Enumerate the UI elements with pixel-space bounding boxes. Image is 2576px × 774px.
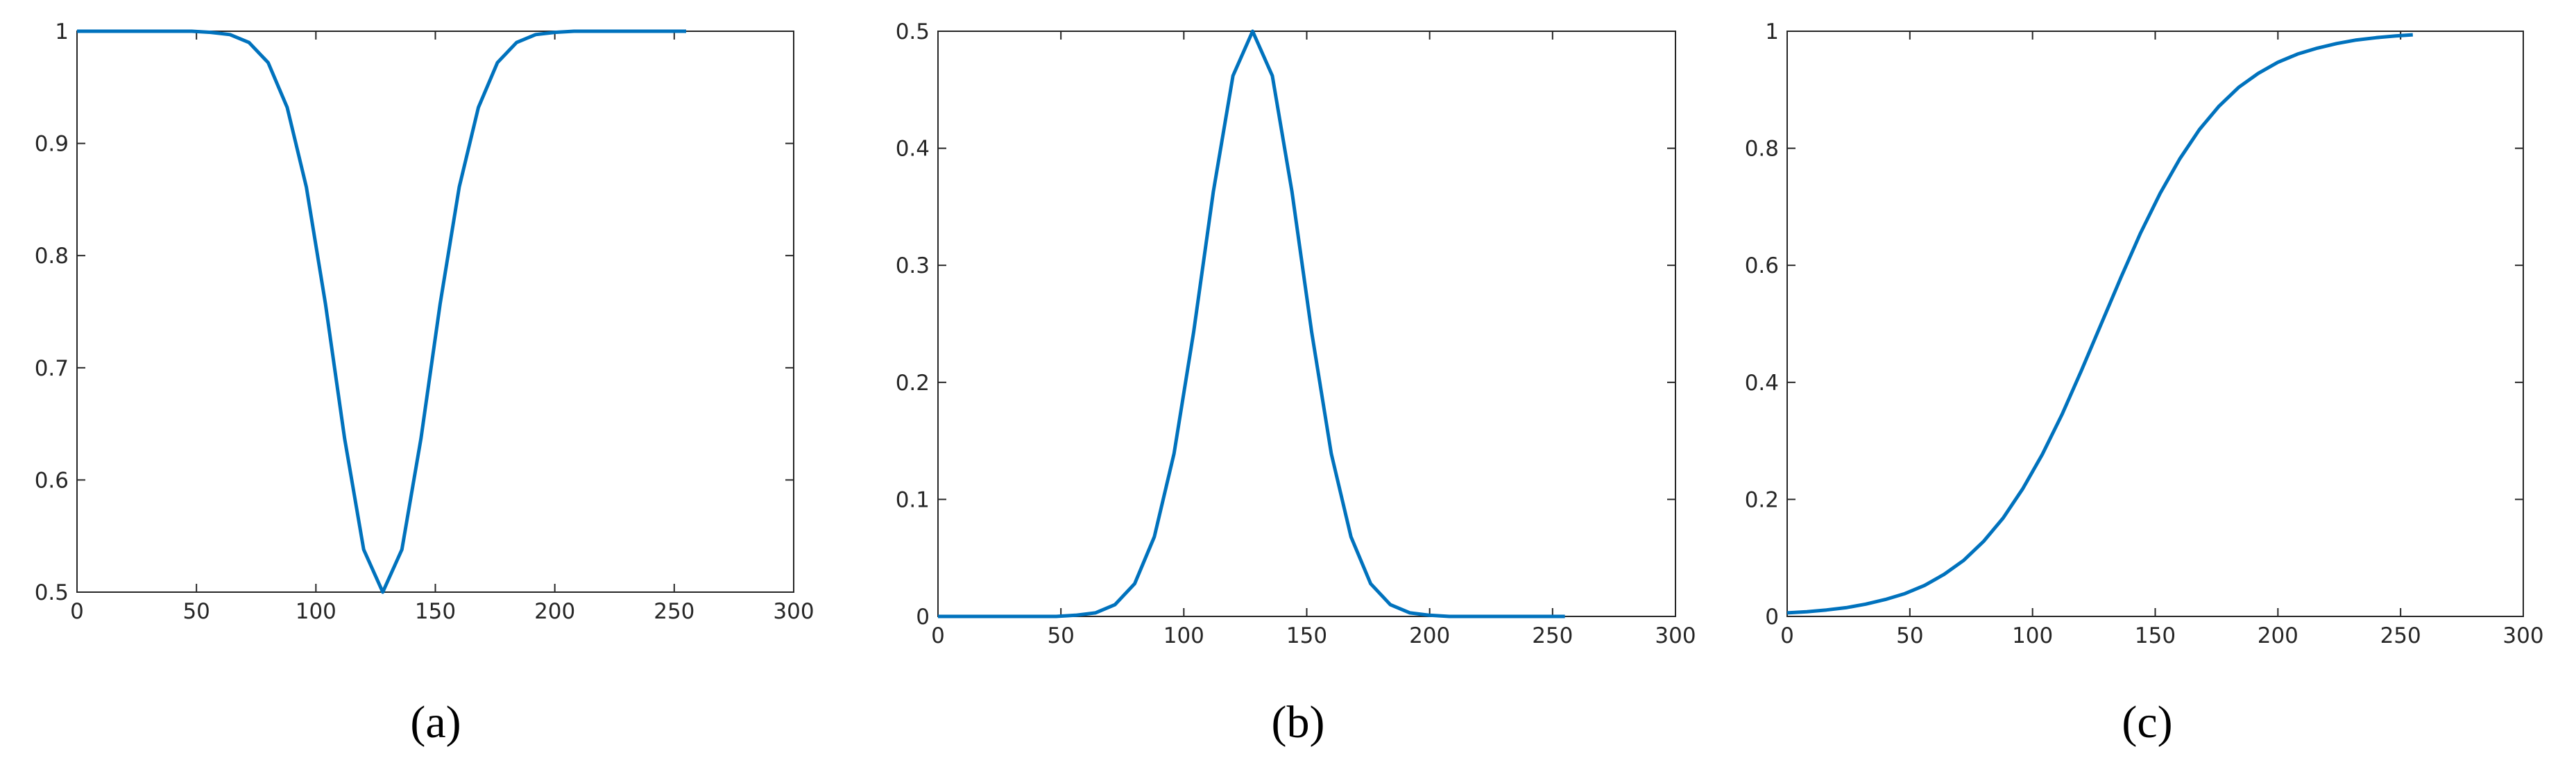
y-tick-label: 0.5 — [896, 19, 930, 44]
x-tick-label: 100 — [2012, 623, 2053, 648]
y-tick-label: 0 — [1765, 605, 1779, 630]
y-tick-label: 0.8 — [35, 244, 69, 269]
x-tick-label: 200 — [534, 599, 575, 624]
x-tick-label: 0 — [931, 623, 945, 648]
x-tick-label: 50 — [182, 599, 210, 624]
x-tick-label: 100 — [296, 599, 336, 624]
x-tick-label: 250 — [2380, 623, 2421, 648]
y-tick-label: 0.6 — [1745, 253, 1779, 278]
y-tick-label: 0.4 — [896, 137, 930, 162]
x-tick-label: 150 — [415, 599, 456, 624]
y-tick-label: 0.9 — [35, 132, 69, 157]
data-line — [1786, 33, 2413, 615]
y-tick-label: 0.5 — [35, 580, 69, 605]
data-line — [938, 29, 1565, 619]
y-tick-label: 0.3 — [896, 253, 930, 278]
y-tick-label: 0.8 — [1745, 137, 1779, 162]
y-tick-label: 0.7 — [35, 356, 69, 381]
panel-label: (c) — [2122, 697, 2172, 748]
y-tick-label: 0 — [916, 605, 930, 630]
x-tick-label: 100 — [1163, 623, 1204, 648]
data-line — [77, 29, 686, 594]
x-tick-label: 250 — [654, 599, 694, 624]
x-tick-label: 300 — [773, 599, 814, 624]
axes-box — [1786, 31, 2524, 617]
x-tick-label: 250 — [1532, 623, 1573, 648]
y-tick-label: 0.6 — [35, 468, 69, 493]
y-tick-label: 0.2 — [1745, 487, 1779, 512]
axes-box — [76, 31, 794, 593]
y-tick-label: 1 — [1765, 19, 1779, 44]
y-tick-label: 0.1 — [896, 487, 930, 512]
axes-box — [937, 31, 1676, 617]
x-tick-label: 150 — [2135, 623, 2176, 648]
x-tick-label: 0 — [70, 599, 84, 624]
x-tick-label: 50 — [1047, 623, 1074, 648]
y-tick-label: 0.4 — [1745, 371, 1779, 396]
x-tick-label: 300 — [1655, 623, 1696, 648]
panel-label: (b) — [1272, 697, 1325, 748]
x-tick-label: 200 — [1409, 623, 1450, 648]
x-tick-label: 50 — [1896, 623, 1923, 648]
panel-label: (a) — [410, 697, 461, 748]
y-tick-label: 0.2 — [896, 371, 930, 396]
x-tick-label: 150 — [1286, 623, 1327, 648]
x-tick-label: 0 — [1780, 623, 1794, 648]
x-tick-label: 200 — [2258, 623, 2298, 648]
y-tick-label: 1 — [55, 19, 69, 44]
x-tick-label: 300 — [2502, 623, 2543, 648]
